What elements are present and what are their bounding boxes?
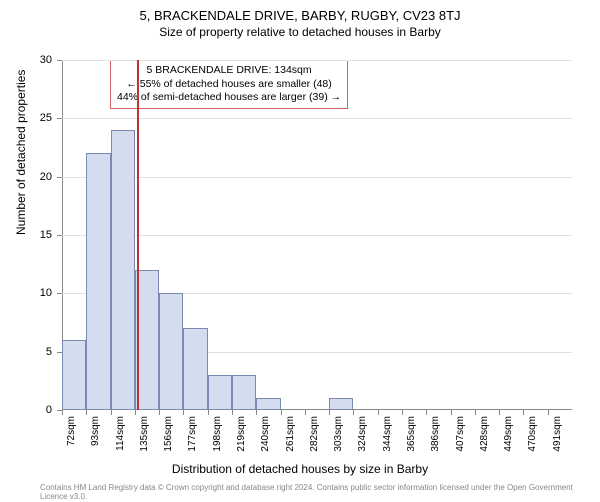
y-tick — [57, 60, 62, 61]
x-tick-label: 282sqm — [309, 416, 320, 452]
y-tick-label: 5 — [46, 346, 52, 358]
y-tick — [57, 177, 62, 178]
x-tick-label: 407sqm — [455, 416, 466, 452]
histogram-bar — [329, 398, 353, 410]
x-tick-label: 156sqm — [163, 416, 174, 452]
x-tick-label: 365sqm — [406, 416, 417, 452]
histogram-bar — [111, 130, 135, 410]
x-tick-label: 135sqm — [139, 416, 150, 452]
x-tick-label: 240sqm — [260, 416, 271, 452]
y-tick-label: 20 — [40, 171, 52, 183]
x-tick — [183, 410, 184, 415]
chart-title: 5, BRACKENDALE DRIVE, BARBY, RUGBY, CV23… — [0, 0, 600, 23]
x-tick — [281, 410, 282, 415]
y-tick-label: 10 — [40, 287, 52, 299]
x-tick-label: 344sqm — [382, 416, 393, 452]
histogram-bar — [232, 375, 256, 410]
x-tick — [426, 410, 427, 415]
x-tick-label: 72sqm — [66, 416, 77, 446]
x-tick — [135, 410, 136, 415]
x-tick-label: 303sqm — [333, 416, 344, 452]
x-tick — [305, 410, 306, 415]
x-tick — [256, 410, 257, 415]
x-tick-label: 491sqm — [552, 416, 563, 452]
y-tick — [57, 235, 62, 236]
y-tick — [57, 118, 62, 119]
reference-line — [137, 60, 139, 410]
x-tick-label: 470sqm — [527, 416, 538, 452]
histogram-bar — [62, 340, 86, 410]
y-tick-label: 15 — [40, 229, 52, 241]
x-tick — [159, 410, 160, 415]
x-tick — [499, 410, 500, 415]
x-tick-label: 449sqm — [503, 416, 514, 452]
x-axis-label: Distribution of detached houses by size … — [0, 462, 600, 476]
x-tick — [62, 410, 63, 415]
x-tick — [353, 410, 354, 415]
x-tick — [402, 410, 403, 415]
x-tick — [523, 410, 524, 415]
x-tick — [548, 410, 549, 415]
histogram-bar — [183, 328, 207, 410]
x-tick — [111, 410, 112, 415]
x-tick — [208, 410, 209, 415]
y-tick-label: 30 — [40, 54, 52, 66]
x-tick-label: 386sqm — [430, 416, 441, 452]
x-tick-label: 93sqm — [90, 416, 101, 446]
x-tick-label: 114sqm — [115, 416, 126, 451]
x-tick — [378, 410, 379, 415]
x-tick — [86, 410, 87, 415]
x-tick-label: 261sqm — [285, 416, 296, 452]
x-tick — [451, 410, 452, 415]
x-tick-label: 198sqm — [212, 416, 223, 452]
histogram-bar — [159, 293, 183, 410]
chart-subtitle: Size of property relative to detached ho… — [0, 23, 600, 39]
histogram-bar — [208, 375, 232, 410]
histogram-bar — [86, 153, 110, 410]
x-tick — [475, 410, 476, 415]
y-axis-label: Number of detached properties — [14, 70, 28, 235]
x-tick — [232, 410, 233, 415]
y-tick — [57, 293, 62, 294]
x-tick-label: 219sqm — [236, 416, 247, 452]
x-tick-label: 324sqm — [357, 416, 368, 452]
y-tick-label: 25 — [40, 112, 52, 124]
x-tick-label: 428sqm — [479, 416, 490, 452]
histogram-bar — [256, 398, 280, 410]
x-tick — [329, 410, 330, 415]
footer-attribution: Contains HM Land Registry data © Crown c… — [40, 484, 600, 502]
x-tick-label: 177sqm — [187, 416, 198, 452]
plot-area: 05101520253072sqm93sqm114sqm135sqm156sqm… — [62, 60, 572, 410]
y-tick-label: 0 — [46, 404, 52, 416]
